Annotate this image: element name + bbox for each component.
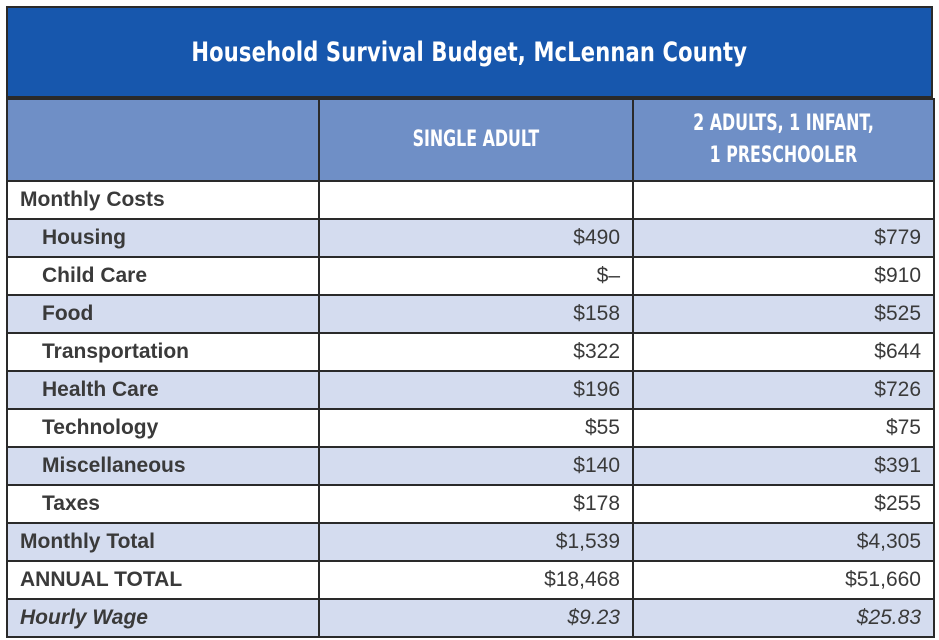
table-title: Household Survival Budget, McLennan Coun… (191, 36, 748, 68)
table-row-health-care: Health Care $196 $726 (8, 372, 933, 408)
column-header-family: 2 ADULTS, 1 INFANT, 1 PRESCHOOLER (634, 100, 933, 180)
row-value-single: $9.23 (320, 600, 632, 636)
row-value-family: $51,660 (634, 562, 933, 598)
budget-table-frame: Household Survival Budget, McLennan Coun… (6, 6, 935, 638)
row-value-family: $525 (634, 296, 933, 332)
column-header-family-line1: 2 ADULTS, 1 INFANT, (693, 111, 874, 136)
row-value-single: $18,468 (320, 562, 632, 598)
table-row-hourly-wage: Hourly Wage $9.23 $25.83 (8, 600, 933, 636)
table-row-transportation: Transportation $322 $644 (8, 334, 933, 370)
row-label: Health Care (8, 372, 318, 408)
table-title-bar: Household Survival Budget, McLennan Coun… (8, 8, 931, 96)
row-value-single: $322 (320, 334, 632, 370)
row-value-family: $910 (634, 258, 933, 294)
row-value-single: $– (320, 258, 632, 294)
row-value-single: $490 (320, 220, 632, 256)
column-header-row: SINGLE ADULT 2 ADULTS, 1 INFANT, 1 PRESC… (8, 100, 933, 180)
column-header-single-adult-label: SINGLE ADULT (412, 127, 540, 152)
table-row-annual-total: ANNUAL TOTAL $18,468 $51,660 (8, 562, 933, 598)
row-value-single: $178 (320, 486, 632, 522)
row-value-family: $726 (634, 372, 933, 408)
row-value-single: $55 (320, 410, 632, 446)
column-header-blank (8, 100, 318, 180)
row-value-family: $391 (634, 448, 933, 484)
row-label: ANNUAL TOTAL (8, 562, 318, 598)
row-value-single: $196 (320, 372, 632, 408)
row-value-single: $1,539 (320, 524, 632, 560)
row-value-family: $644 (634, 334, 933, 370)
table-row-miscellaneous: Miscellaneous $140 $391 (8, 448, 933, 484)
row-label: Housing (8, 220, 318, 256)
row-label: Food (8, 296, 318, 332)
table-row-child-care: Child Care $– $910 (8, 258, 933, 294)
row-value-single: $140 (320, 448, 632, 484)
row-label: Miscellaneous (8, 448, 318, 484)
table-row-technology: Technology $55 $75 (8, 410, 933, 446)
row-label: Monthly Total (8, 524, 318, 560)
row-value-family: $779 (634, 220, 933, 256)
section-header-single (320, 182, 632, 218)
row-label: Taxes (8, 486, 318, 522)
row-label: Technology (8, 410, 318, 446)
table-row-food: Food $158 $525 (8, 296, 933, 332)
section-header-row: Monthly Costs (8, 182, 933, 218)
row-label: Hourly Wage (8, 600, 318, 636)
table-row-taxes: Taxes $178 $255 (8, 486, 933, 522)
row-label: Child Care (8, 258, 318, 294)
row-value-family: $255 (634, 486, 933, 522)
budget-table: SINGLE ADULT 2 ADULTS, 1 INFANT, 1 PRESC… (6, 98, 935, 638)
column-header-family-line2: 1 PRESCHOOLER (709, 143, 858, 168)
row-value-family: $4,305 (634, 524, 933, 560)
row-value-single: $158 (320, 296, 632, 332)
column-header-single-adult: SINGLE ADULT (320, 100, 632, 180)
section-header-label: Monthly Costs (8, 182, 318, 218)
section-header-family (634, 182, 933, 218)
row-value-family: $75 (634, 410, 933, 446)
table-row-monthly-total: Monthly Total $1,539 $4,305 (8, 524, 933, 560)
row-label: Transportation (8, 334, 318, 370)
table-row-housing: Housing $490 $779 (8, 220, 933, 256)
row-value-family: $25.83 (634, 600, 933, 636)
